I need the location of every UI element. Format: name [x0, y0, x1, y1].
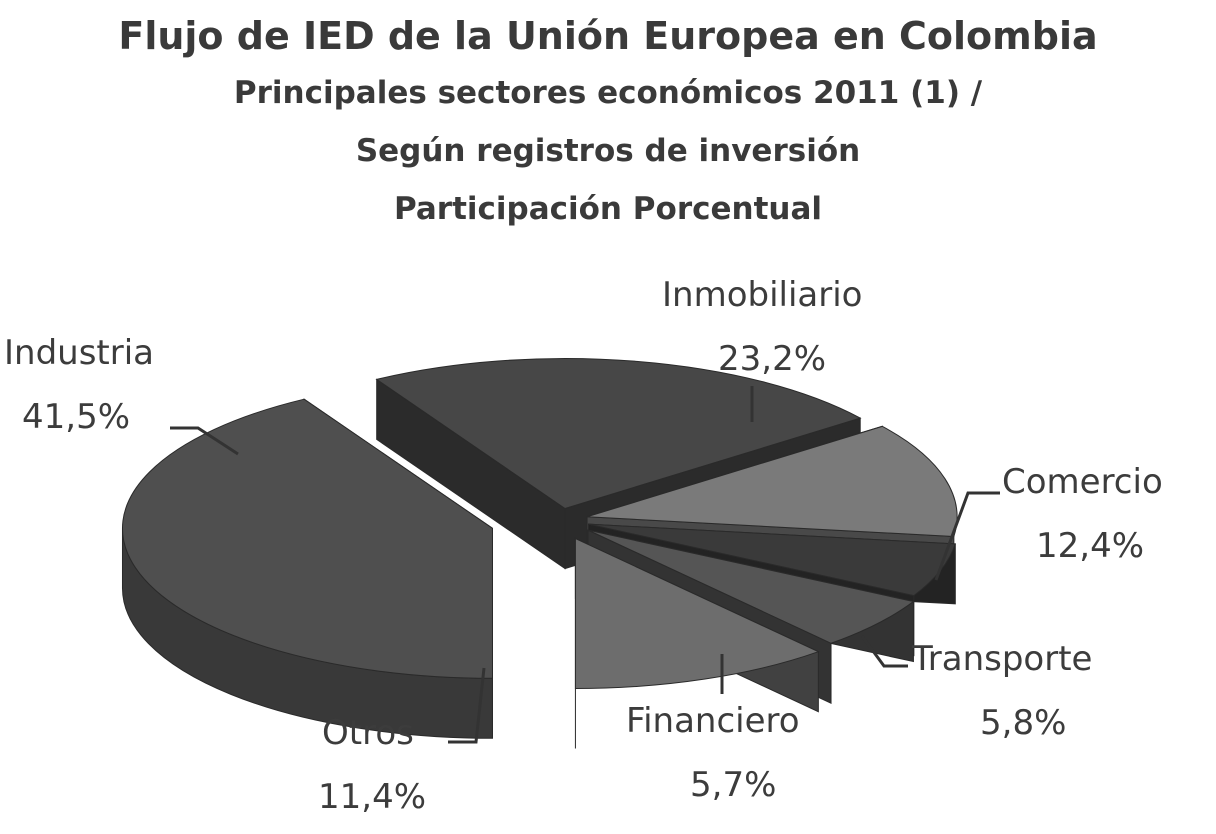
- label-financiero-name: Financiero: [626, 701, 800, 741]
- leader-line-industria: [170, 426, 239, 456]
- label-otros-name: Otros: [322, 713, 414, 753]
- slice-otros: [574, 537, 820, 749]
- chart-titles: Flujo de IED de la Unión Europea en Colo…: [0, 8, 1216, 238]
- label-otros-value: 11,4%: [318, 777, 426, 817]
- slice-industria: [121, 398, 493, 739]
- leader-lines: [170, 386, 1000, 744]
- slice-financiero-top: [587, 529, 915, 644]
- label-financiero-value: 5,7%: [690, 765, 776, 805]
- chart-title: Flujo de IED de la Unión Europea en Colo…: [118, 14, 1098, 58]
- chart-subtitle-3: Participación Porcentual: [393, 191, 823, 227]
- label-inmobiliario-name: Inmobiliario: [662, 275, 862, 315]
- label-industria-value: 41,5%: [22, 397, 130, 437]
- label-comercio-value: 12,4%: [1036, 526, 1144, 566]
- slice-industria-top: [122, 398, 493, 679]
- pie-slices: [121, 358, 958, 749]
- slice-otros-top: [574, 537, 820, 690]
- chart-subtitle-1: Principales sectores económicos 2011 (1)…: [233, 75, 983, 111]
- label-transporte-value: 5,8%: [980, 703, 1066, 743]
- label-inmobiliario-value: 23,2%: [718, 339, 826, 379]
- leader-line-comercio: [934, 491, 1000, 581]
- label-industria-name: Industria: [4, 333, 154, 373]
- chart-subtitle-2: Según registros de inversión: [355, 133, 861, 169]
- leader-line-otros: [448, 667, 486, 744]
- leader-line-transporte: [860, 635, 908, 668]
- label-transporte-name: Transporte: [911, 639, 1092, 679]
- slice-inmobiliario-top: [375, 358, 862, 510]
- label-comercio-name: Comercio: [1002, 462, 1163, 502]
